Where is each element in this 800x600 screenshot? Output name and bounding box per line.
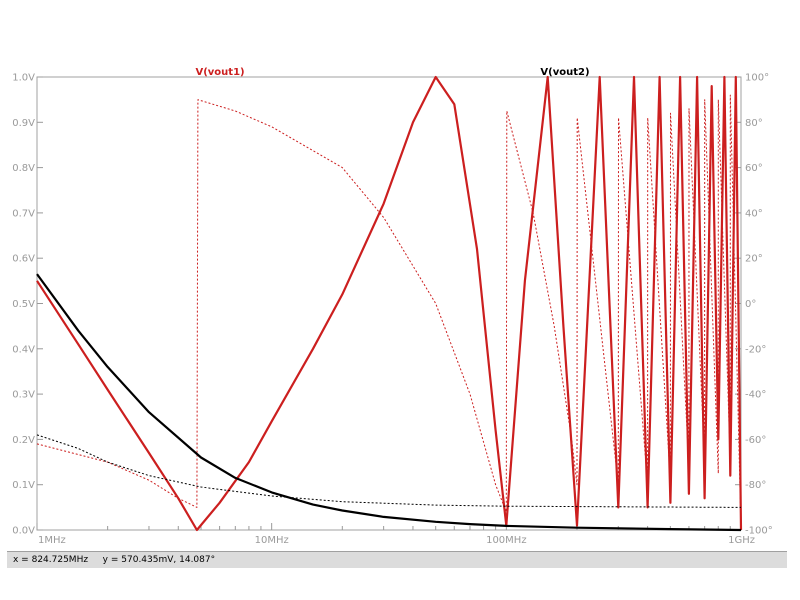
y-left-tick-label: 0.3V <box>12 390 35 401</box>
y-left-tick-label: 0.9V <box>12 118 35 129</box>
y-right-tick-label: 40° <box>745 208 763 219</box>
y-right-tick-label: -20° <box>745 344 766 355</box>
x-tick-label: 1MHz <box>38 535 66 546</box>
y-right-tick-label: -100° <box>745 526 773 537</box>
vout2-magnitude-trace <box>36 273 742 532</box>
y-left-tick-label: 0.4V <box>12 344 35 355</box>
y-left-tick-label: 0.2V <box>12 435 35 446</box>
y-right-tick-label: 60° <box>745 163 763 174</box>
cursor-x-readout: x = 824.725MHz <box>13 555 89 565</box>
cursor-y-readout: y = 570.435mV, 14.087° <box>102 555 216 565</box>
y-left-tick-label: 1.0V <box>12 73 35 84</box>
y-left-tick-label: 0.1V <box>12 480 35 491</box>
y-left-tick-label: 0.7V <box>12 208 35 219</box>
y-right-tick-label: -60° <box>745 435 766 446</box>
y-left-tick-label: 0.8V <box>12 163 35 174</box>
y-right-tick-label: -80° <box>745 480 766 491</box>
y-right-tick-label: 100° <box>745 73 769 84</box>
y-left-tick-label: 0.5V <box>12 299 35 310</box>
y-right-tick-label: -40° <box>745 390 766 401</box>
vout2-phase-trace <box>36 434 742 508</box>
status-bar: x = 824.725MHz y = 570.435mV, 14.087° <box>7 551 787 568</box>
bode-plot[interactable]: 0.0V 0.1V 0.2V 0.3V 0.4V 0.5V 0.6V 0.7V 0.8V 0.9V… <box>7 64 787 552</box>
x-tick-label: 1GHz <box>728 535 755 546</box>
trace-label-vout2: V(vout2) <box>540 67 589 78</box>
plot-area <box>36 76 742 531</box>
y-right-tick-label: 80° <box>745 118 763 129</box>
waveform-viewer[interactable]: 0.0V 0.1V 0.2V 0.3V 0.4V 0.5V 0.6V 0.7V 0.8V 0.9V… <box>7 64 787 552</box>
y-left-tick-label: 0.0V <box>12 526 35 537</box>
vout1-magnitude-trace <box>36 75 743 532</box>
x-tick-label: 10MHz <box>255 535 289 546</box>
y-right-tick-label: 0° <box>745 299 756 310</box>
x-tick-label: 100MHz <box>486 535 526 546</box>
y-right-tick-label: 20° <box>745 254 763 265</box>
y-left-tick-label: 0.6V <box>12 254 35 265</box>
trace-label-vout1: V(vout1) <box>195 67 244 78</box>
